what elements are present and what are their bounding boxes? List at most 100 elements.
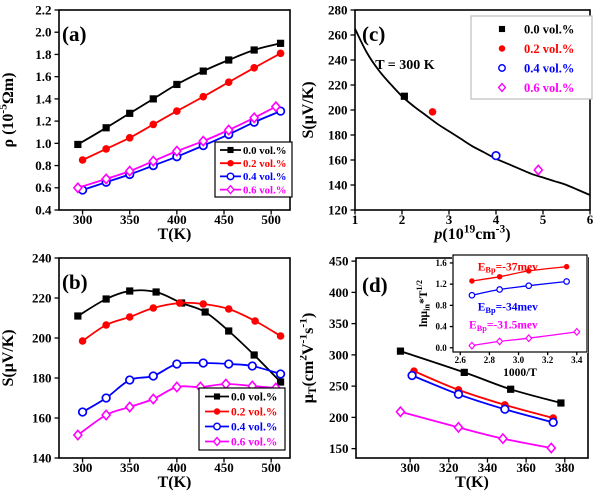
series-a-3 — [72, 100, 281, 194]
panel-label-d: (d) — [362, 273, 388, 297]
axis-tick-labels-b: 300 350 400 450 500 140 160 180 200 220 240 — [32, 250, 281, 475]
y-tick-label: 1.8 — [35, 47, 52, 62]
y-tick-label: 240 — [328, 52, 348, 67]
y-tick-label: 120 — [328, 202, 348, 217]
inset-background — [452, 254, 588, 353]
chart-c: 1 2 3 4 5 6 120 140 160 180 200 220 240 260 280 0.0 vol… — [300, 2, 594, 243]
x-tick-label: 3.4 — [571, 355, 583, 365]
annotation-c-0: T = 300 K — [375, 58, 435, 73]
legend-label: 0.4 vol.% — [243, 171, 287, 183]
panel-b-seebeck-vs-temperature: 300 350 400 450 500 140 160 180 200 220 240 0.0 vol… — [0, 248, 300, 496]
legend-b: 0.0 vol.% 0.2 vol.% 0.4 vol.% 0.6 vol.% — [198, 387, 286, 451]
plot-frame-c — [354, 9, 591, 211]
y-tick-label: 200 — [32, 330, 52, 345]
series-d-inset-0 — [469, 263, 570, 284]
x-tick-label: 350 — [120, 212, 140, 227]
x-tick-label: 350 — [120, 460, 140, 475]
y-tick-label: 180 — [32, 370, 52, 385]
x-tick-label: 4 — [493, 212, 500, 227]
y-tick-label: 1.4 — [35, 91, 52, 106]
series-c-0 — [354, 28, 591, 196]
y-tick-label: 2.0 — [35, 25, 51, 40]
x-tick-label: 2.8 — [484, 355, 496, 365]
legend-label: 0.6 vol.% — [231, 437, 277, 449]
annotation-d-inset-1: EBp=-34mev — [478, 302, 538, 315]
y-tick-label: 150 — [329, 441, 349, 456]
chart-d-inset: 2.6 2.8 3.0 3.2 3.4 0.0 0.4 0.8 1.2 1.6 EBp=-37mev… — [415, 254, 588, 379]
x-tick-label: 3.2 — [542, 355, 554, 365]
panel-label-a: (a) — [62, 22, 87, 46]
legend-label: 0.2 vol.% — [243, 158, 287, 170]
x-tick-label: 300 — [400, 460, 420, 475]
series-d-2 — [407, 370, 558, 428]
y-axis-label-b: S(μV/K) — [0, 329, 17, 386]
y-tick-label: 1.2 — [35, 114, 51, 129]
y-tick-label: 1.2 — [436, 279, 448, 289]
series-d-0 — [396, 347, 565, 407]
y-tick-label: 260 — [328, 27, 348, 42]
x-tick-label: 400 — [167, 460, 187, 475]
y-tick-label: 240 — [32, 250, 52, 265]
y-tick-label: 0.4 — [436, 322, 448, 332]
y-tick-label: 220 — [32, 290, 52, 305]
y-tick-label: 160 — [328, 152, 348, 167]
series-c-3 — [491, 150, 501, 161]
legend-label: 0.4 vol.% — [524, 61, 574, 75]
y-tick-label: 280 — [328, 2, 348, 17]
annotation-d-inset-2: EBp=-31.5mev — [469, 320, 538, 333]
axis-tick-labels-c: 1 2 3 4 5 6 120 140 160 180 200 220 240 260 280 — [328, 2, 594, 227]
legend-box — [470, 15, 593, 100]
x-tick-label: 2.6 — [455, 355, 467, 365]
series-c-1 — [400, 92, 408, 100]
y-tick-label: 1.6 — [35, 69, 52, 84]
series-a-1 — [78, 49, 285, 164]
series-d-inset-1 — [468, 278, 570, 299]
legend-label: 0.6 vol.% — [243, 184, 287, 196]
x-tick-label: 300 — [73, 460, 93, 475]
annotation-d-inset-0: EBp=-37mev — [478, 261, 538, 274]
plot-frame-d-inset — [452, 254, 588, 353]
y-tick-label: 200 — [329, 410, 349, 425]
series-d-3 — [395, 405, 557, 454]
x-tick-label: 2 — [399, 212, 406, 227]
x-tick-label: 380 — [555, 460, 575, 475]
x-axis-label-c: p(1019cm-3) — [432, 223, 510, 243]
x-tick-label: 1 — [352, 212, 359, 227]
x-tick-label: 450 — [214, 212, 234, 227]
legend-label: 0.4 vol.% — [231, 422, 277, 434]
y-tick-label: 1.0 — [35, 136, 51, 151]
y-tick-label: 1.6 — [436, 258, 448, 268]
legend-label: 0.6 vol.% — [524, 81, 574, 95]
y-tick-label: 200 — [328, 102, 348, 117]
x-tick-label: 340 — [478, 460, 498, 475]
x-tick-label: 5 — [540, 212, 547, 227]
panel-label-b: (b) — [62, 270, 88, 294]
x-tick-label: 6 — [587, 212, 594, 227]
series-c-2 — [428, 108, 437, 116]
plot-frame-a — [58, 9, 291, 211]
y-tick-label: 0.0 — [436, 343, 448, 353]
chart-a: 300 350 400 450 500 0.4 0.6 0.8 1.0 1.2 1.4 1.6 1.8 2… — [0, 2, 293, 243]
panel-c-chart: 1 2 3 4 5 6 120 140 160 180 200 220 240 260 280 0.0 vol… — [300, 2, 594, 243]
series-d-inset-2 — [468, 327, 581, 350]
series-a-0 — [74, 39, 285, 149]
y-tick-label: 180 — [328, 127, 348, 142]
legend-label: 0.0 vol.% — [231, 392, 277, 404]
x-axis-label-d-inset: 1000/T — [503, 367, 537, 379]
y-tick-label: 2.2 — [35, 2, 51, 17]
y-tick-label: 0.8 — [436, 300, 448, 310]
x-tick-label: 3.0 — [513, 355, 525, 365]
y-tick-label: 250 — [329, 379, 349, 394]
x-tick-label: 3 — [446, 212, 453, 227]
legend-label: 0.0 vol.% — [243, 145, 287, 157]
y-axis-label-d-inset: lnμin*T1/2 — [415, 280, 431, 327]
series-b-2 — [77, 358, 286, 417]
y-tick-label: 0.8 — [35, 158, 52, 173]
panel-label-c: (c) — [362, 22, 385, 46]
panel-a-chart: 300 350 400 450 500 0.4 0.6 0.8 1.0 1.2 1.4 1.6 1.8 2… — [0, 2, 293, 243]
x-tick-label: 500 — [261, 460, 281, 475]
y-tick-label: 450 — [329, 254, 349, 269]
plot-frame-b — [58, 257, 291, 459]
y-axis-label-a: ρ (10-5Ωm) — [0, 73, 17, 148]
